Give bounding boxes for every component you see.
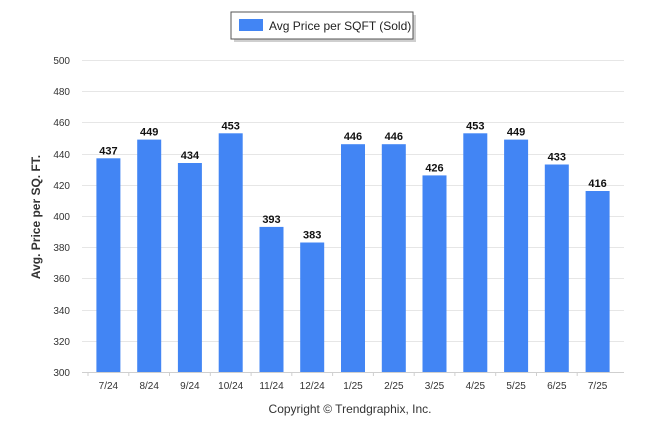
bar-12-24[interactable] [300,242,325,373]
bars [96,133,610,373]
bar-5-25[interactable] [504,139,529,372]
x-tick-label: 2/25 [384,381,404,392]
data-label: 426 [425,162,443,174]
x-tick-label: 9/24 [180,381,200,392]
y-tick-label: 500 [53,56,70,67]
x-tick-label: 1/25 [343,381,363,392]
x-tick-label: 3/25 [425,381,445,392]
bar-7-24[interactable] [96,158,121,372]
y-tick-label: 480 [53,87,70,98]
bar-9-24[interactable] [177,163,202,372]
bar-11-24[interactable] [259,226,284,372]
y-tick-label: 360 [53,274,70,285]
data-label: 453 [222,120,240,132]
y-tick-label: 380 [53,243,70,254]
data-label: 383 [303,230,321,242]
data-label: 437 [99,145,117,157]
data-label: 449 [507,127,525,139]
bar-6-25[interactable] [544,164,569,373]
data-label: 416 [588,178,606,190]
y-tick-labels: 300 320 340 360 380 400 420 440 460 480 500 [53,56,70,379]
x-tick-label: 5/25 [506,381,526,392]
y-tick-label: 400 [53,212,70,223]
x-tick-label: 4/25 [466,381,486,392]
y-tick-label: 320 [53,337,70,348]
y-tick-label: 420 [53,181,70,192]
bar-1-25[interactable] [341,144,365,372]
data-label: 434 [181,150,200,162]
x-tick-label: 8/24 [139,381,159,392]
bar-7-25[interactable] [585,191,610,372]
data-label: 446 [344,131,362,143]
y-axis-title: Avg. Price per SQ. FT. [29,155,43,279]
bar-10-24[interactable] [218,133,243,372]
legend: Avg Price per SQFT (Sold) [230,11,416,42]
x-tick-label: 10/24 [218,381,243,392]
x-tick-label: 11/24 [259,381,284,392]
data-label: 453 [466,120,484,132]
legend-label: Avg Price per SQFT (Sold) [269,19,411,33]
legend-swatch [239,19,263,31]
y-tick-label: 440 [53,150,70,161]
bar-4-25[interactable] [463,133,488,372]
data-label: 446 [385,131,403,143]
y-tick-label: 340 [53,306,70,317]
copyright-footer: Copyright © Trendgraphix, Inc. [269,402,432,416]
y-tick-label: 300 [53,368,70,379]
bar-3-25[interactable] [422,175,447,372]
x-tick-label: 6/25 [547,381,567,392]
x-tick-labels: 7/24 8/24 9/24 10/24 11/24 12/24 1/25 2/25 3/25 4… [87,372,608,392]
y-tick-label: 460 [53,118,70,129]
bar-8-24[interactable] [137,139,162,372]
bar-2-25[interactable] [381,144,406,372]
x-tick-label: 7/24 [99,381,119,392]
data-label: 393 [262,214,280,226]
data-label: 433 [548,152,566,164]
x-tick-label: 7/25 [588,381,608,392]
data-label: 449 [140,127,158,139]
x-tick-label: 12/24 [300,381,325,392]
data-labels: 437 449 434 453 393 383 446 446 426 453 449 433 416 [99,120,607,241]
